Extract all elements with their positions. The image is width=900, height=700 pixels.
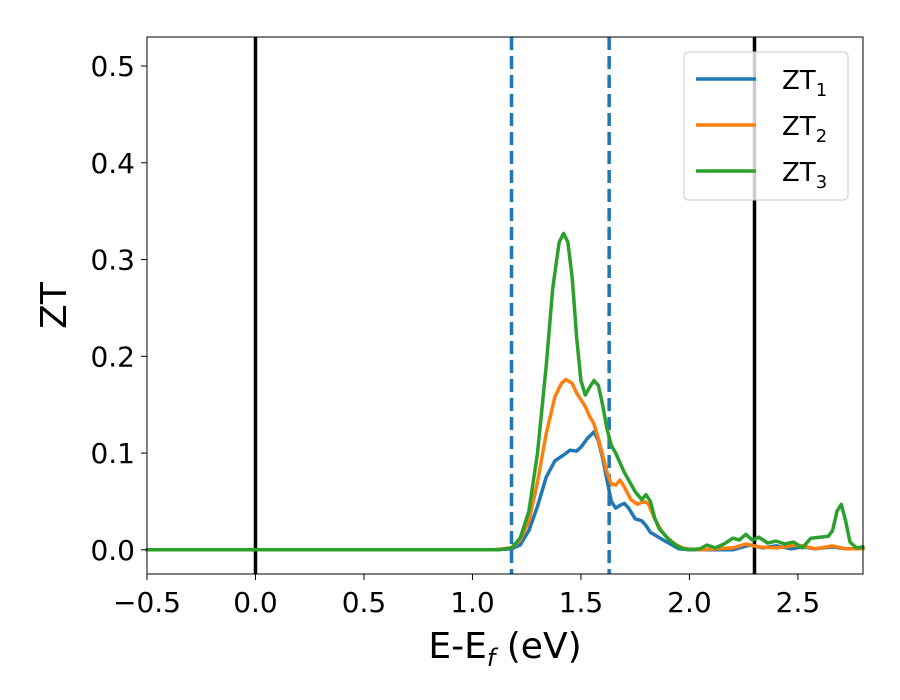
plot-frame [146, 36, 864, 575]
x-tick-label: 1.5 [559, 586, 604, 619]
reference-lines [253, 37, 757, 574]
y-tick-label: 0.1 [90, 437, 135, 470]
x-tick-label: 0.0 [233, 586, 278, 619]
y-tick-label: 0.2 [90, 340, 135, 373]
x-axis-title: E-Ef (eV) [428, 626, 581, 672]
x-axis-ticks: −0.5 0.0 0.5 1.0 1.5 2.0 2.5 [113, 574, 820, 619]
y-axis-title: ZT [34, 281, 75, 329]
series-lines [145, 231, 865, 552]
legend-label-zt2: ZT2 [782, 112, 827, 147]
series-line-zt3 [145, 231, 865, 552]
legend-label-zt1: ZT1 [782, 66, 827, 101]
legend: ZT1 ZT2 ZT3 [683, 51, 849, 201]
x-tick-label: 0.5 [342, 586, 387, 619]
y-tick-label: 0.3 [90, 244, 135, 277]
x-tick-label: −0.5 [113, 586, 181, 619]
legend-box [683, 51, 849, 201]
x-tick-label: 2.5 [776, 586, 821, 619]
series-line-zt2 [145, 377, 865, 552]
x-axis-title-main: E-E [428, 626, 486, 667]
x-tick-label: 2.0 [667, 586, 712, 619]
y-tick-label: 0.4 [90, 147, 135, 180]
y-axis-ticks: 0.0 0.1 0.2 0.3 0.4 0.5 [90, 50, 147, 567]
x-tick-label: 1.0 [450, 586, 495, 619]
y-tick-label: 0.5 [90, 50, 135, 83]
legend-label-zt3: ZT3 [782, 158, 827, 193]
x-axis-title-unit: (eV) [495, 626, 581, 667]
y-tick-label: 0.0 [90, 534, 135, 567]
